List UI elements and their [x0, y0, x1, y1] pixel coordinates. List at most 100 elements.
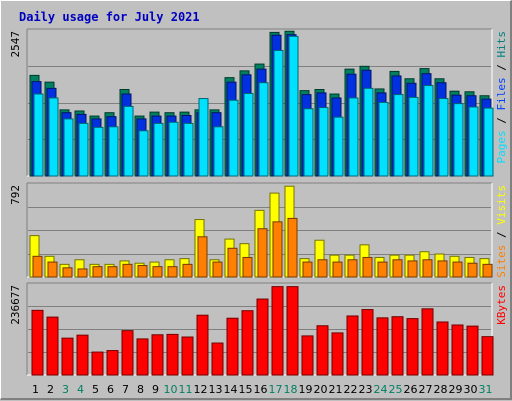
bar-sites-day-10 — [167, 266, 178, 278]
bar-sites-day-3 — [62, 267, 73, 278]
day-label-23: 23 — [359, 383, 373, 396]
day-label-16: 16 — [254, 383, 268, 396]
bar-kbytes-day-15 — [241, 310, 254, 376]
day-label-29: 29 — [449, 383, 463, 396]
bar-pages-day-5 — [93, 126, 104, 177]
day-label-7: 7 — [122, 383, 129, 396]
bar-pages-day-9 — [153, 122, 164, 177]
bar-sites-day-12 — [197, 236, 208, 278]
bar-kbytes-day-7 — [121, 330, 134, 376]
bar-pages-day-18 — [288, 35, 299, 177]
panel-2-legend: Sites / Visits — [495, 185, 508, 278]
day-label-1: 1 — [32, 383, 39, 396]
legend-item: / — [495, 58, 508, 78]
bar-sites-day-18 — [287, 217, 298, 278]
day-label-8: 8 — [137, 383, 144, 396]
bar-pages-day-13 — [213, 126, 224, 177]
bar-kbytes-day-20 — [316, 325, 329, 376]
day-label-22: 22 — [344, 383, 358, 396]
bar-sites-day-9 — [152, 266, 163, 278]
bar-pages-day-17 — [273, 49, 284, 177]
panel-2-ymax-label: 792 — [9, 185, 22, 205]
legend-item: / — [495, 111, 508, 131]
bar-sites-day-26 — [407, 260, 418, 278]
day-label-12: 12 — [194, 383, 208, 396]
day-label-25: 25 — [389, 383, 403, 396]
bar-pages-day-3 — [63, 118, 74, 177]
bar-kbytes-day-29 — [451, 324, 464, 376]
bar-pages-day-27 — [423, 85, 434, 177]
bar-sites-day-16 — [257, 228, 268, 278]
bar-sites-day-11 — [182, 263, 193, 278]
bar-sites-day-23 — [362, 256, 373, 278]
bar-pages-day-28 — [438, 98, 449, 177]
bar-kbytes-day-16 — [256, 298, 269, 376]
day-label-13: 13 — [209, 383, 223, 396]
day-label-21: 21 — [329, 383, 343, 396]
bar-sites-day-20 — [317, 259, 328, 278]
day-label-28: 28 — [434, 383, 448, 396]
bar-sites-day-8 — [137, 265, 148, 278]
bar-pages-day-11 — [183, 122, 194, 177]
bar-sites-day-7 — [122, 263, 133, 278]
day-label-17: 17 — [269, 383, 283, 396]
bar-kbytes-day-18 — [286, 286, 299, 376]
bar-kbytes-day-24 — [376, 317, 389, 376]
day-label-19: 19 — [299, 383, 313, 396]
bar-sites-day-13 — [212, 261, 223, 278]
bar-kbytes-day-13 — [211, 342, 224, 376]
bar-kbytes-day-2 — [46, 316, 59, 376]
bar-pages-day-14 — [228, 99, 239, 177]
bar-sites-day-1 — [32, 255, 43, 278]
bar-pages-day-4 — [78, 122, 89, 177]
bar-kbytes-day-28 — [436, 321, 449, 376]
day-label-14: 14 — [224, 383, 238, 396]
bar-pages-day-31 — [483, 107, 494, 177]
bar-sites-day-31 — [482, 263, 493, 278]
panel-1-legend: Pages / Files / Hits — [495, 31, 508, 164]
bar-kbytes-day-31 — [481, 336, 494, 376]
bar-kbytes-day-19 — [301, 335, 314, 376]
day-label-15: 15 — [239, 383, 253, 396]
bar-kbytes-day-9 — [151, 334, 164, 376]
bar-kbytes-day-22 — [346, 315, 359, 376]
bar-kbytes-day-6 — [106, 350, 119, 376]
panel-3-legend: KBytes — [495, 285, 508, 325]
bar-kbytes-day-14 — [226, 317, 239, 376]
day-label-11: 11 — [179, 383, 193, 396]
bar-pages-day-15 — [243, 92, 254, 177]
bar-pages-day-8 — [138, 130, 149, 177]
day-label-2: 2 — [47, 383, 54, 396]
day-label-20: 20 — [314, 383, 328, 396]
day-label-31: 31 — [479, 383, 493, 396]
bar-sites-day-27 — [422, 259, 433, 278]
chart-title: Daily usage for July 2021 — [19, 10, 200, 24]
day-label-24: 24 — [374, 383, 388, 396]
bar-pages-day-26 — [408, 96, 419, 177]
bar-kbytes-day-8 — [136, 338, 149, 376]
bar-kbytes-day-10 — [166, 333, 179, 376]
day-label-3: 3 — [62, 383, 69, 396]
bar-sites-day-4 — [77, 268, 88, 278]
bar-kbytes-day-4 — [76, 334, 89, 376]
day-label-9: 9 — [152, 383, 159, 396]
bar-kbytes-day-23 — [361, 309, 374, 376]
day-label-26: 26 — [404, 383, 418, 396]
bar-kbytes-day-17 — [271, 286, 284, 376]
bar-pages-day-23 — [363, 87, 374, 177]
day-label-6: 6 — [107, 383, 114, 396]
bar-sites-day-30 — [467, 262, 478, 278]
day-label-5: 5 — [92, 383, 99, 396]
day-label-18: 18 — [284, 383, 298, 396]
day-label-30: 30 — [464, 383, 478, 396]
bar-sites-day-2 — [47, 261, 58, 278]
bar-kbytes-day-27 — [421, 308, 434, 376]
bar-pages-day-22 — [348, 97, 359, 177]
bar-sites-day-24 — [377, 261, 388, 278]
bar-pages-day-29 — [453, 103, 464, 177]
bar-pages-day-1 — [33, 93, 44, 177]
bar-pages-day-12 — [198, 98, 209, 177]
bar-kbytes-day-1 — [31, 309, 44, 376]
bar-kbytes-day-12 — [196, 314, 209, 376]
